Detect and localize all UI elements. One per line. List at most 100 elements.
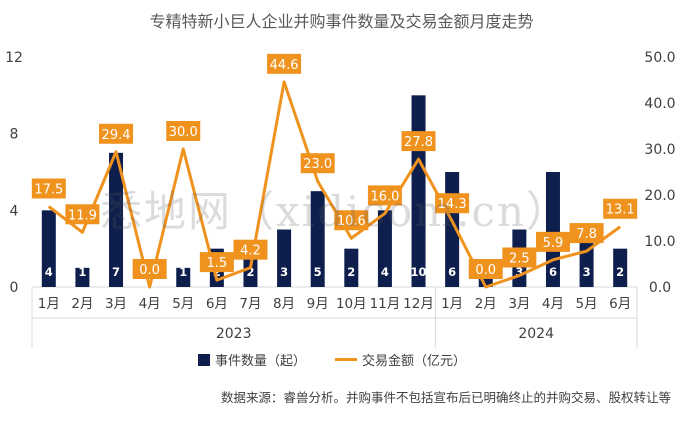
line-data-label: 0.0 [475, 263, 496, 278]
bar-data-label: 10 [411, 265, 427, 279]
bar-data-label: 2 [616, 265, 624, 279]
legend-label-amount: 交易金额（亿元） [362, 354, 467, 369]
line-data-label: 11.9 [68, 208, 97, 223]
line-data-label: 30.0 [169, 125, 198, 140]
line-data-label: 23.0 [303, 157, 332, 172]
line-data-label: 4.2 [240, 244, 261, 259]
x-tick-label: 1月 [441, 296, 463, 312]
line-label-box [401, 131, 436, 152]
x-tick-label: 4月 [542, 296, 564, 312]
x-tick-label: 2月 [475, 296, 497, 312]
line-label-box [199, 252, 234, 273]
line-label-box [99, 123, 134, 144]
x-tick-label: 8月 [273, 296, 295, 312]
bar-data-label: 4 [45, 265, 53, 279]
x-tick-label: 5月 [576, 296, 598, 312]
y-right-tick-label: 50.0 [644, 50, 675, 66]
bar-events [613, 248, 628, 287]
bar-data-label: 5 [314, 265, 322, 279]
y-right-tick-label: 10.0 [644, 234, 675, 250]
x-tick-label: 1月 [38, 296, 60, 312]
x-tick-label: 6月 [609, 296, 631, 312]
line-label-box [65, 204, 100, 225]
bar-events [344, 248, 359, 287]
source-note: 数据来源：睿兽分析。并购事件不包括宣布后已明确终止的并购交易、股权转让等 [220, 390, 671, 405]
bar-events [277, 229, 292, 287]
chart-title: 专精特新小巨人企业并购事件数量及交易金额月度走势 [149, 12, 534, 31]
bar-data-label: 3 [280, 265, 288, 279]
bar-events [377, 210, 392, 287]
bar-data-label: 1 [179, 265, 187, 279]
line-data-label: 27.8 [404, 135, 433, 150]
legend-item-events: 事件数量（起） [198, 350, 306, 369]
line-label-box [233, 239, 268, 260]
bar-events [176, 267, 191, 287]
bar-data-label: 4 [381, 265, 389, 279]
x-tick-label: 4月 [139, 296, 161, 312]
line-label-box [435, 193, 470, 214]
line-data-label: 5.9 [543, 236, 564, 251]
x-tick-label: 5月 [172, 296, 194, 312]
line-label-box [502, 247, 537, 268]
group-label: 2024 [518, 326, 554, 342]
legend-item-amount: 交易金额（亿元） [335, 350, 466, 369]
line-data-label: 7.8 [576, 227, 597, 242]
group-label: 2023 [216, 326, 252, 342]
bar-events [310, 191, 325, 287]
line-label-box [132, 259, 167, 279]
bar-events [579, 229, 594, 287]
bar-data-label: 2 [246, 265, 254, 279]
x-tick-label: 10月 [336, 296, 367, 312]
line-data-label: 0.0 [139, 263, 160, 278]
bar-events [41, 210, 56, 287]
y-right-tick-label: 40.0 [644, 96, 675, 112]
bar-events [109, 152, 124, 287]
y-left-tick-label: 0 [10, 280, 19, 296]
line-label-box [468, 259, 503, 279]
x-tick-label: 2月 [71, 296, 93, 312]
y-left-tick-label: 12 [5, 50, 23, 66]
bar-data-label: 6 [549, 265, 557, 279]
x-tick-label: 3月 [105, 296, 127, 312]
bar-data-label: 2 [347, 265, 355, 279]
y-right-tick-label: 0.0 [649, 280, 671, 296]
y-left-tick-label: 4 [10, 203, 19, 219]
line-data-label: 14.3 [438, 197, 467, 212]
bar-data-label: 7 [112, 265, 120, 279]
bar-data-label: 6 [448, 265, 456, 279]
line-label-box [334, 210, 369, 231]
line-label-box [535, 231, 570, 252]
legend-label-events: 事件数量（起） [215, 354, 307, 369]
x-tick-label: 9月 [307, 296, 329, 312]
line-data-label: 13.1 [606, 203, 635, 218]
bar-data-label: 3 [583, 265, 591, 279]
line-data-label: 44.6 [270, 58, 299, 73]
line-label-box [367, 185, 402, 206]
x-tick-label: 11月 [370, 296, 401, 312]
bar-data-label: 1 [78, 265, 86, 279]
y-left-tick-label: 8 [10, 127, 19, 143]
line-data-label: 29.4 [102, 128, 131, 143]
line-label-box [300, 153, 335, 174]
x-tick-label: 3月 [508, 296, 530, 312]
legend-bar-swatch [198, 353, 210, 366]
x-tick-label: 12月 [403, 296, 434, 312]
legend-line-swatch [335, 358, 357, 361]
x-tick-label: 7月 [239, 296, 261, 312]
line-data-label: 2.5 [509, 252, 530, 267]
line-label-box [603, 198, 638, 219]
bar-events [75, 267, 90, 287]
line-label-box [166, 121, 201, 141]
y-right-tick-label: 20.0 [644, 188, 675, 204]
x-tick-label: 6月 [206, 296, 228, 312]
line-label-box [569, 223, 604, 244]
line-data-label: 1.5 [207, 256, 228, 271]
legend: 事件数量（起） 交易金额（亿元） [0, 350, 683, 372]
bar-data-label: 3 [515, 265, 523, 279]
line-label-box [267, 53, 302, 74]
bar-events [411, 95, 426, 287]
line-data-label: 17.5 [34, 183, 63, 198]
line-data-label: 10.6 [337, 214, 366, 229]
y-right-tick-label: 30.0 [644, 142, 675, 158]
